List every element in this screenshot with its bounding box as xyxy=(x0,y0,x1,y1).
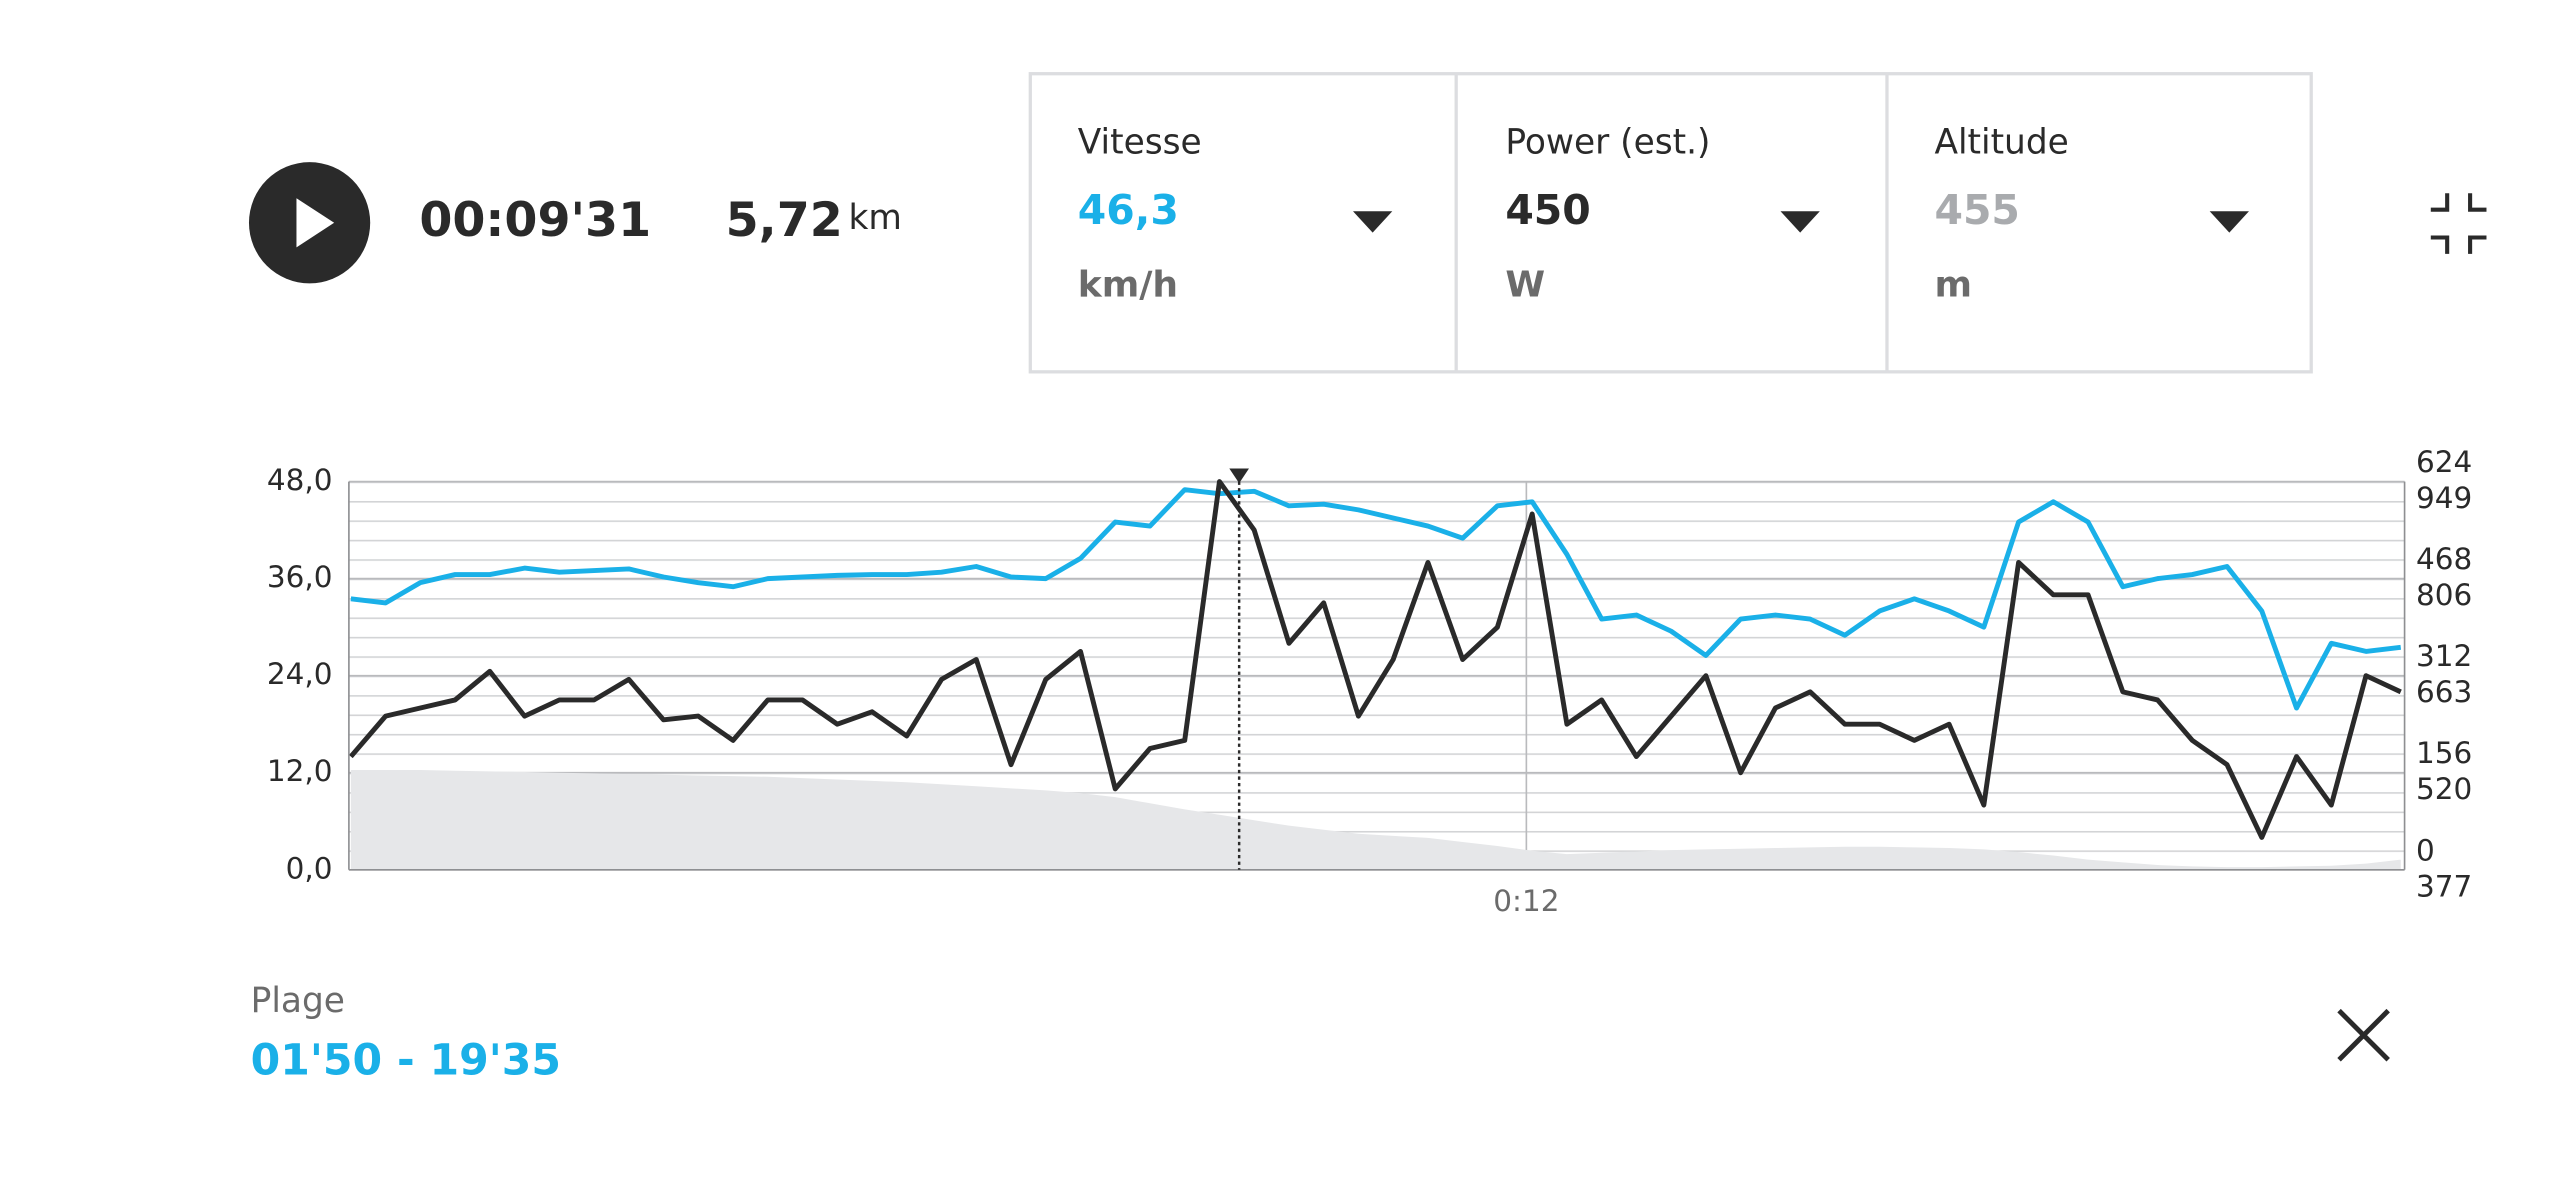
close-button[interactable] xyxy=(2337,1008,2390,1062)
metric-label: Altitude xyxy=(1934,123,2068,163)
metric-dropdown[interactable] xyxy=(1352,211,1393,233)
metric-value: 450 xyxy=(1505,186,1590,234)
y-tick-label: 0,0 xyxy=(286,851,333,885)
line xyxy=(350,487,2402,711)
range-value: 01'50 - 19'35 xyxy=(251,1036,561,1086)
collapse-icon[interactable] xyxy=(2430,193,2487,254)
metric-unit: km/h xyxy=(1078,265,1178,306)
distance: 5,72 xyxy=(726,193,843,248)
metric-label: Power (est.) xyxy=(1505,123,1710,163)
metric-value: 455 xyxy=(1934,186,2019,234)
y3-tick-label: 377 xyxy=(2416,869,2472,903)
metric-dropdown[interactable] xyxy=(1780,211,1820,233)
line xyxy=(348,479,2402,840)
elapsed-time: 00:09'31 xyxy=(419,193,651,248)
y2-tick-label: 624 xyxy=(2416,445,2472,479)
y2-tick-label: 156 xyxy=(2416,736,2472,770)
y-tick-label: 48,0 xyxy=(267,463,333,497)
y3-tick-label: 663 xyxy=(2416,675,2472,709)
y2-tick-label: 312 xyxy=(2416,639,2472,673)
range-label: Plage xyxy=(251,981,345,1021)
area xyxy=(350,770,2401,870)
y3-tick-label: 949 xyxy=(2416,481,2472,515)
distance-unit: km xyxy=(848,198,901,238)
metric-unit: W xyxy=(1505,265,1545,306)
y-tick-label: 24,0 xyxy=(267,657,333,691)
y-tick-label: 36,0 xyxy=(267,560,333,594)
metric-dropdown[interactable] xyxy=(2209,211,2249,233)
y3-tick-label: 806 xyxy=(2416,578,2472,612)
y2-tick-label: 468 xyxy=(2416,542,2472,576)
cursor-marker xyxy=(1229,468,1249,484)
play-button[interactable] xyxy=(248,162,371,284)
x-tick-label: 0:12 xyxy=(1493,884,1559,918)
y3-tick-label: 520 xyxy=(2416,772,2472,806)
y2-tick-label: 0 xyxy=(2416,833,2435,867)
metrics-panel xyxy=(1028,72,2313,374)
metric-unit: m xyxy=(1934,265,1972,306)
metric-value: 46,3 xyxy=(1078,186,1179,234)
y-tick-label: 12,0 xyxy=(267,754,333,788)
metric-label: Vitesse xyxy=(1078,123,1202,163)
